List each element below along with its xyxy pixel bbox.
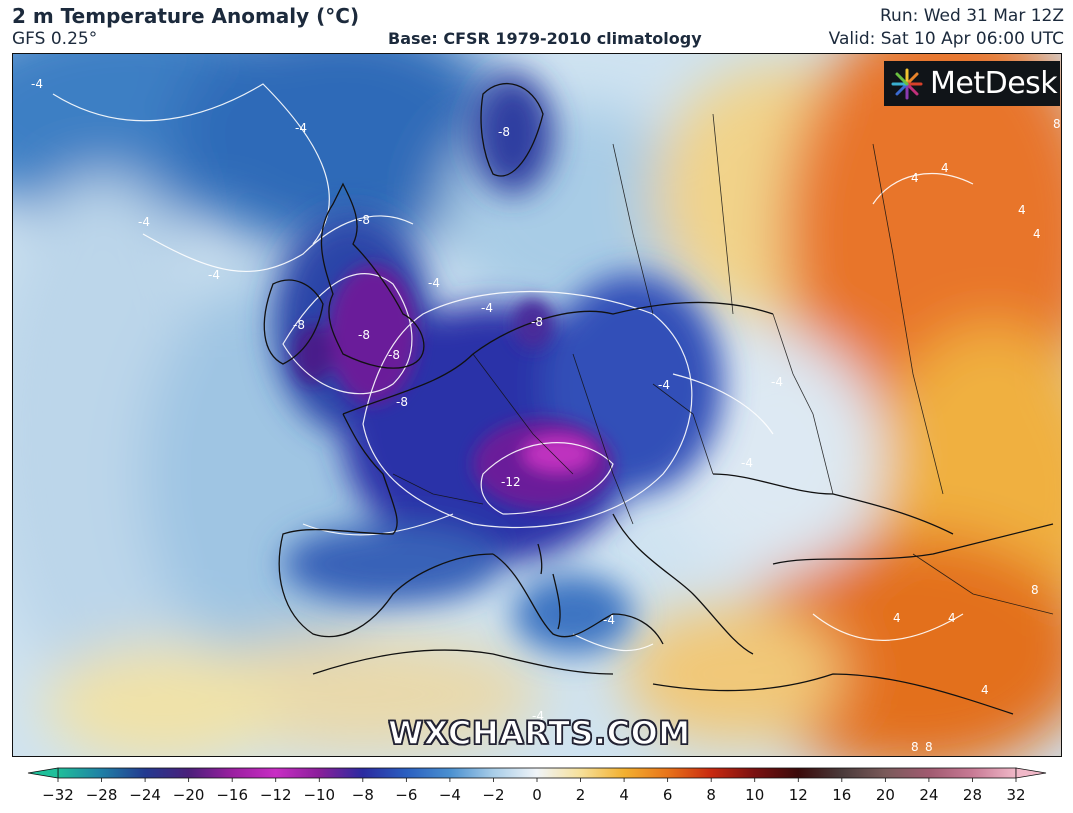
colorbar-max-arrow xyxy=(1015,767,1047,779)
contour-label: -4 xyxy=(208,268,220,282)
contour-label: -8 xyxy=(293,318,305,332)
colorbar-tick-label: −16 xyxy=(216,786,248,804)
colorbar-tick-label: 8 xyxy=(706,786,716,804)
contour-label: 4 xyxy=(1033,227,1041,241)
contour-label: 4 xyxy=(1018,203,1026,217)
valid-time-label: Valid: Sat 10 Apr 06:00 UTC xyxy=(828,29,1064,49)
colorbar-tick-label: 6 xyxy=(663,786,673,804)
colorbar-tick-label: 2 xyxy=(576,786,586,804)
contour-label: 4 xyxy=(893,611,901,625)
metdesk-logo-text: MetDesk xyxy=(930,66,1058,101)
country-borders xyxy=(392,113,1054,615)
contour-label: -4 xyxy=(481,301,493,315)
contour-label: -8 xyxy=(388,348,400,362)
colorbar-tick-label: −12 xyxy=(260,786,292,804)
coastlines xyxy=(263,83,1054,715)
model-label: GFS 0.25° xyxy=(12,29,98,49)
colorbar-legend: −32 −28 −24 −20 −16 −12 −10 −8 −6 −4 −2 0 2 4 6 8 10 12 16… xyxy=(27,767,1047,804)
contour-label: -4 xyxy=(532,709,544,723)
colorbar-tick-label: 20 xyxy=(876,786,895,804)
colorbar-gradient xyxy=(57,767,1017,779)
contour-label: -4 xyxy=(741,456,753,470)
colorbar-tick-label: −20 xyxy=(173,786,205,804)
contour-label: -8 xyxy=(396,395,408,409)
contour-label: 8 xyxy=(911,740,919,754)
colorbar-min-arrow xyxy=(27,767,59,779)
contour-label: 4 xyxy=(941,161,949,175)
contour-label: -4 xyxy=(138,215,150,229)
contour-label: 8 xyxy=(1053,117,1061,131)
contour-label: -8 xyxy=(358,213,370,227)
contour-label: -12 xyxy=(501,475,521,489)
colorbar-tick-label: 32 xyxy=(1006,786,1025,804)
contour-label: 8 xyxy=(925,740,933,754)
metdesk-logo: MetDesk xyxy=(884,61,1060,106)
colorbar-tick-label: −10 xyxy=(303,786,335,804)
colorbar-tick-label: 12 xyxy=(789,786,808,804)
contour-label: -4 xyxy=(771,375,783,389)
contour-label: 4 xyxy=(981,683,989,697)
contour-label: -8 xyxy=(498,125,510,139)
temperature-anomaly-map[interactable]: -4 -4 -4 -4 -8 -8 -8 -8 -8 -8 -8 -4 -4 -… xyxy=(13,54,1062,757)
contour-label: -4 xyxy=(428,276,440,290)
colorbar-tick-label: −32 xyxy=(42,786,74,804)
colorbar-tick-label: −28 xyxy=(86,786,118,804)
contour-label: 4 xyxy=(911,171,919,185)
colorbar-tick-label: −2 xyxy=(482,786,504,804)
contour-lines xyxy=(52,83,974,652)
contour-label: -8 xyxy=(531,315,543,329)
colorbar-tick-label: 10 xyxy=(745,786,764,804)
colorbar-tick-label: −6 xyxy=(395,786,417,804)
run-time-label: Run: Wed 31 Mar 12Z xyxy=(880,6,1064,26)
anomaly-field xyxy=(13,54,1061,756)
contour-label: -4 xyxy=(295,121,307,135)
contour-label: 4 xyxy=(948,611,956,625)
contour-label: -4 xyxy=(31,77,43,91)
map-panel[interactable]: -4 -4 -4 -4 -8 -8 -8 -8 -8 -8 -8 -4 -4 -… xyxy=(12,53,1062,757)
colorbar-tick-label: −8 xyxy=(352,786,374,804)
chart-title: 2 m Temperature Anomaly (°C) xyxy=(12,4,360,28)
colorbar-tick-label: 28 xyxy=(963,786,982,804)
contour-labels: -4 -4 -4 -4 -8 -8 -8 -8 -8 -8 -8 -4 -4 -… xyxy=(31,77,1061,754)
colorbar-tick-label: −4 xyxy=(439,786,461,804)
colorbar-ticks: −32 −28 −24 −20 −16 −12 −10 −8 −6 −4 −2 0 2 4 6 8 10 12 16… xyxy=(42,778,1026,804)
contour-label: -4 xyxy=(658,378,670,392)
colorbar-bar xyxy=(27,767,1047,779)
colorbar-tick-label: −24 xyxy=(129,786,161,804)
wxcharts-watermark: WXCHARTS.COM xyxy=(387,713,691,753)
colorbar-tick-label: 0 xyxy=(532,786,542,804)
colorbar-tick-label: 4 xyxy=(619,786,629,804)
metdesk-burst-icon xyxy=(891,68,923,99)
contour-label: -8 xyxy=(358,328,370,342)
climatology-base-label: Base: CFSR 1979-2010 climatology xyxy=(388,29,702,48)
colorbar-tick-label: 16 xyxy=(832,786,851,804)
colorbar-tick-label: 24 xyxy=(919,786,938,804)
contour-label: -4 xyxy=(603,613,615,627)
contour-label: 8 xyxy=(1031,583,1039,597)
